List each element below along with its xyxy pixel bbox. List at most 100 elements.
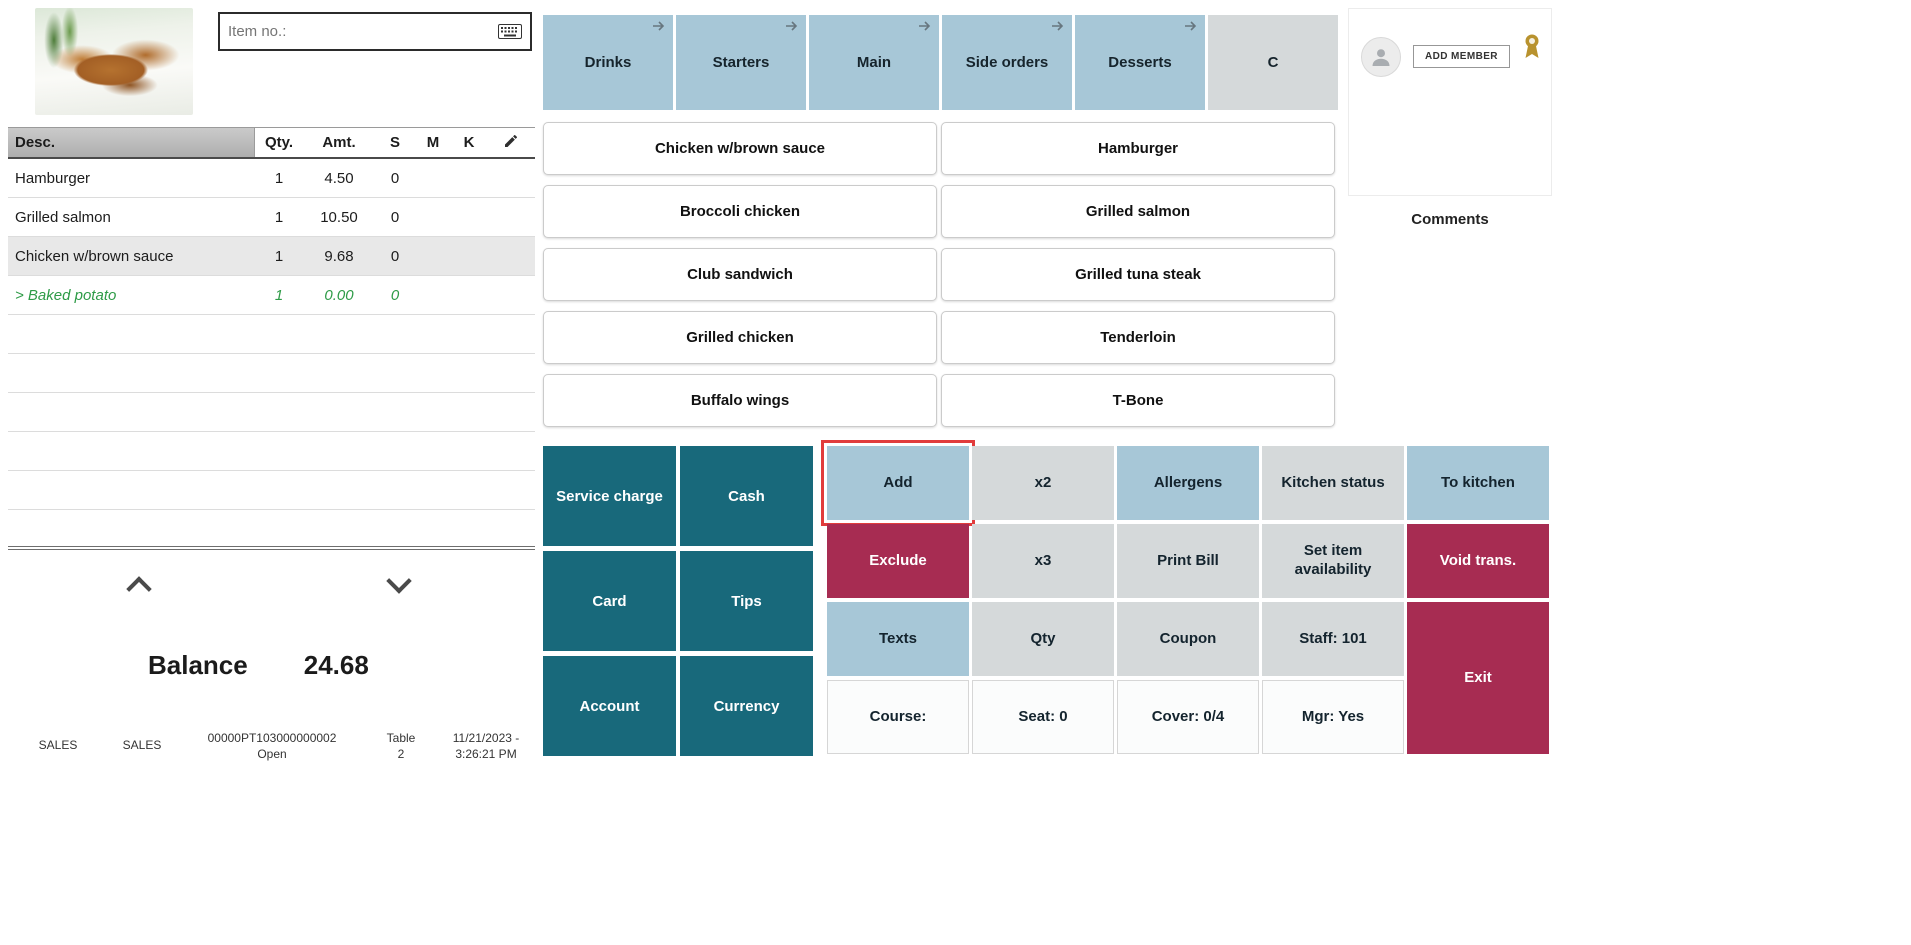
order-row-s: 0 bbox=[390, 247, 400, 265]
order-row-amt: 10.50 bbox=[320, 208, 358, 226]
order-row[interactable]: Hamburger 1 4.50 0 bbox=[8, 159, 535, 198]
category-tab-starters[interactable]: Starters bbox=[676, 15, 806, 110]
menu-item-button[interactable]: Buffalo wings bbox=[543, 374, 937, 427]
balance-label: Balance bbox=[148, 650, 248, 680]
tips-button[interactable]: Tips bbox=[680, 551, 813, 651]
arrow-right-icon bbox=[1184, 21, 1198, 31]
order-row-desc: Hamburger bbox=[15, 169, 91, 187]
member-panel: ADD MEMBER bbox=[1348, 8, 1552, 196]
arrow-right-icon bbox=[652, 21, 666, 31]
category-tab-label: C bbox=[1267, 54, 1279, 71]
payment-buttons: Service charge Cash Card Tips Account Cu… bbox=[543, 446, 813, 756]
menu-item-button[interactable]: Grilled chicken bbox=[543, 311, 937, 364]
status-mode: SALES bbox=[38, 738, 78, 752]
to-kitchen-button[interactable]: To kitchen bbox=[1407, 446, 1549, 520]
exclude-button[interactable]: Exclude bbox=[827, 524, 969, 598]
status-table: Table 2 bbox=[382, 731, 420, 762]
x3-button[interactable]: x3 bbox=[972, 524, 1114, 598]
order-row-amt: 4.50 bbox=[324, 169, 354, 187]
status-table-label: Table bbox=[386, 731, 416, 745]
void-trans-button[interactable]: Void trans. bbox=[1407, 524, 1549, 598]
add-button[interactable]: Add bbox=[821, 440, 975, 526]
category-tabs: Drinks Starters Main Side orders Dessert… bbox=[543, 15, 1338, 110]
menu-item-button[interactable]: Club sandwich bbox=[543, 248, 937, 301]
arrow-right-icon bbox=[1051, 21, 1065, 31]
menu-item-button[interactable]: Broccoli chicken bbox=[543, 185, 937, 238]
exit-button[interactable]: Exit bbox=[1407, 602, 1549, 754]
category-tab-label: Starters bbox=[712, 54, 770, 71]
category-tab-side-orders[interactable]: Side orders bbox=[942, 15, 1072, 110]
course-button[interactable]: Course: bbox=[827, 680, 969, 754]
status-receipt-state: Open bbox=[257, 746, 287, 761]
edit-pencil-icon[interactable] bbox=[487, 133, 535, 153]
menu-item-button[interactable]: Grilled salmon bbox=[941, 185, 1335, 238]
function-buttons: Add x2 Allergens Kitchen status To kitch… bbox=[821, 440, 1549, 754]
order-table: Desc. Qty. Amt. S M K Hamburger 1 4.50 0… bbox=[8, 127, 535, 550]
order-row[interactable]: Grilled salmon 1 10.50 0 bbox=[8, 198, 535, 237]
member-avatar bbox=[1361, 37, 1401, 77]
order-row-empty bbox=[8, 354, 535, 393]
kitchen-status-button[interactable]: Kitchen status bbox=[1262, 446, 1404, 520]
status-date: 11/21/2023 - bbox=[452, 731, 520, 745]
order-table-header: Desc. Qty. Amt. S M K bbox=[8, 127, 535, 159]
category-tab-label: Main bbox=[856, 54, 892, 71]
order-row-s: 0 bbox=[390, 208, 400, 226]
seat-button[interactable]: Seat: 0 bbox=[972, 680, 1114, 754]
menu-item-button[interactable]: Tenderloin bbox=[941, 311, 1335, 364]
column-header-qty: Qty. bbox=[264, 134, 294, 151]
scroll-up-button[interactable] bbox=[126, 576, 160, 610]
order-row-modifier[interactable]: > Baked potato 1 0.00 0 bbox=[8, 276, 535, 315]
order-row-selected[interactable]: Chicken w/brown sauce 1 9.68 0 bbox=[8, 237, 535, 276]
staff-button[interactable]: Staff: 101 bbox=[1262, 602, 1404, 676]
column-header-desc: Desc. bbox=[8, 128, 255, 157]
order-row-qty: 1 bbox=[274, 169, 284, 187]
column-header-k: K bbox=[463, 134, 475, 151]
menu-item-button[interactable]: T-Bone bbox=[941, 374, 1335, 427]
order-row-desc: Chicken w/brown sauce bbox=[15, 247, 174, 265]
set-item-availability-button[interactable]: Set item availability bbox=[1262, 524, 1404, 598]
order-row-empty bbox=[8, 471, 535, 510]
cash-button[interactable]: Cash bbox=[680, 446, 813, 546]
balance-value: 24.68 bbox=[303, 650, 369, 680]
category-tab-main[interactable]: Main bbox=[809, 15, 939, 110]
category-tab-desserts[interactable]: Desserts bbox=[1075, 15, 1205, 110]
category-tab-drinks[interactable]: Drinks bbox=[543, 15, 673, 110]
category-tab-c[interactable]: C bbox=[1208, 15, 1338, 110]
menu-item-button[interactable]: Hamburger bbox=[941, 122, 1335, 175]
order-row-s: 0 bbox=[390, 286, 400, 304]
print-bill-button[interactable]: Print Bill bbox=[1117, 524, 1259, 598]
chevron-down-icon bbox=[386, 568, 412, 594]
status-receipt: 00000PT103000000002 Open bbox=[194, 731, 350, 762]
column-header-amt: Amt. bbox=[322, 134, 356, 151]
allergens-button[interactable]: Allergens bbox=[1117, 446, 1259, 520]
award-ribbon-icon[interactable] bbox=[1522, 33, 1542, 61]
status-datetime: 11/21/2023 - 3:26:21 PM bbox=[440, 731, 532, 762]
account-button[interactable]: Account bbox=[543, 656, 676, 756]
category-tab-label: Side orders bbox=[965, 54, 1049, 71]
scroll-down-button[interactable] bbox=[386, 568, 420, 602]
x2-button[interactable]: x2 bbox=[972, 446, 1114, 520]
menu-item-button[interactable]: Chicken w/brown sauce bbox=[543, 122, 937, 175]
order-row-s: 0 bbox=[390, 169, 400, 187]
cover-button[interactable]: Cover: 0/4 bbox=[1117, 680, 1259, 754]
service-charge-button[interactable]: Service charge bbox=[543, 446, 676, 546]
mgr-button[interactable]: Mgr: Yes bbox=[1262, 680, 1404, 754]
order-row-amt: 9.68 bbox=[324, 247, 354, 265]
order-row-qty: 1 bbox=[274, 286, 284, 304]
order-row-qty: 1 bbox=[274, 208, 284, 226]
category-tab-label: Drinks bbox=[584, 54, 632, 71]
currency-button[interactable]: Currency bbox=[680, 656, 813, 756]
order-row-empty bbox=[8, 510, 535, 546]
card-button[interactable]: Card bbox=[543, 551, 676, 651]
arrow-right-icon bbox=[918, 21, 932, 31]
texts-button[interactable]: Texts bbox=[827, 602, 969, 676]
keyboard-icon[interactable] bbox=[498, 24, 522, 39]
add-member-button[interactable]: ADD MEMBER bbox=[1413, 45, 1510, 68]
qty-button[interactable]: Qty bbox=[972, 602, 1114, 676]
menu-item-button[interactable]: Grilled tuna steak bbox=[941, 248, 1335, 301]
coupon-button[interactable]: Coupon bbox=[1117, 602, 1259, 676]
balance: Balance 24.68 bbox=[148, 650, 369, 681]
status-table-number: 2 bbox=[397, 746, 405, 761]
order-row-desc: Grilled salmon bbox=[15, 208, 111, 226]
item-no-input[interactable] bbox=[220, 23, 498, 40]
